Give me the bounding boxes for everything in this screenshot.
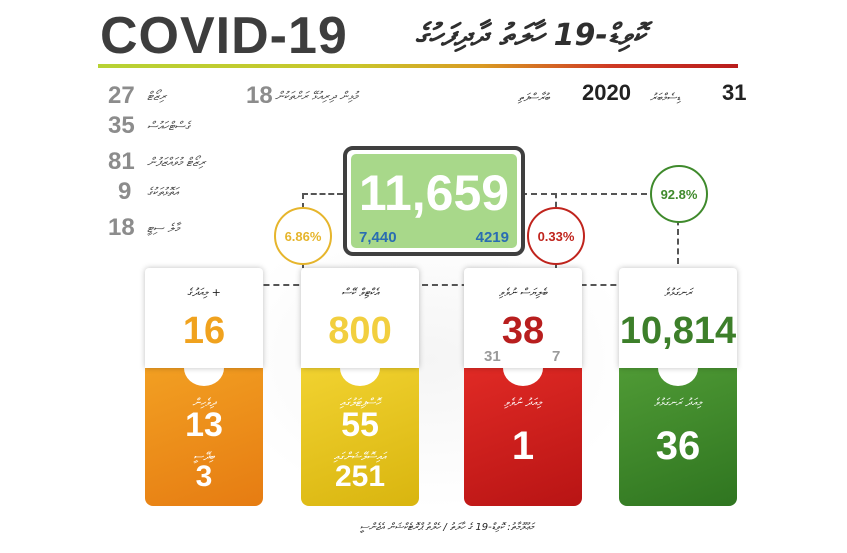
stat-inhabited-islands-label: މުޅިން ދިރިއުޅޭ ރަށްތަކުން — [275, 89, 358, 103]
new-cases-foreign-value: 3 — [195, 460, 213, 493]
card-recovered-bottom: މިއަދު ރަނގަޅުވެ 36 — [619, 350, 737, 506]
card-recovered: މިއަދު ރަނގަޅުވެ 36 ރަނގަޅުވެ 10,814 — [619, 268, 737, 508]
recovery-percentage-badge: 92.8% — [650, 165, 708, 223]
date-day: 31 — [722, 80, 747, 105]
active-cases-value: 800 — [328, 310, 392, 352]
date-weekday: ބުރާސްފަތި — [518, 91, 550, 104]
recovered-today-value: 36 — [655, 424, 701, 468]
new-cases-value: 16 — [182, 310, 226, 352]
stat-inhabited-islands-value: 18 — [246, 82, 273, 109]
deaths-value: 38 — [501, 310, 545, 352]
stat-resort-staff-label: ރިޒޯޓް މުވައްޒަފުން — [147, 155, 206, 169]
card-active-cases: ހޮސްޕިޓަލުގައި 55 އައިސޮލޭޝަންގައި 251 އ… — [301, 268, 419, 508]
connector — [302, 193, 304, 209]
stat-resorts-label: ރިޒޯޓް — [147, 89, 166, 103]
card-new-cases: ދިވެހިން 13 ބިދޭސީ 3 މިއަދުގެ + 16 — [145, 268, 263, 508]
stat-resort-staff-value: 81 — [108, 148, 135, 175]
card-recovered-top: ރަނގަޅުވެ 10,814 — [619, 268, 737, 368]
total-cases-right-value: 4219 — [475, 229, 509, 246]
connector — [555, 193, 557, 207]
deaths-local-value: 31 — [484, 348, 501, 365]
deaths-today-value: 1 — [511, 424, 535, 468]
total-cases-fill: 11,659 7,440 4219 — [351, 154, 517, 248]
source-footer: މަޢުލޫމާތު: ކޮވިޑް-19 ގެ ހާލަތު / ހެލްތު… — [360, 522, 534, 533]
deaths-today-label: މިއަދު ނުވެވި — [504, 396, 542, 409]
recovered-today-label: މިއަދު ރަނގަޅުވެ — [654, 396, 702, 409]
active-cases-label: އެކްޓިވް ކޭސް — [341, 286, 379, 299]
date-year: 2020 — [582, 80, 631, 105]
new-cases-foreign-label: ބިދޭސީ — [193, 450, 215, 463]
active-hospital-label: ހޮސްޕިޓަލުގައި — [339, 396, 381, 409]
active-hospital-value: 55 — [341, 406, 379, 444]
new-cases-label: މިއަދުގެ + — [187, 286, 221, 299]
total-cases-box: 11,659 7,440 4219 — [343, 146, 525, 256]
card-active-cases-bottom: ހޮސްޕިޓަލުގައި 55 އައިސޮލޭޝަންގައި 251 — [301, 350, 419, 506]
card-new-cases-bottom: ދިވެހިން 13 ބިދޭސީ 3 — [145, 350, 263, 506]
page-title-dhivehi: ކޮވިޑް-19 ހާލަތު ދާދިފަހުގެ — [415, 18, 645, 53]
connector — [521, 193, 677, 195]
deaths-foreign-value: 7 — [552, 348, 561, 365]
stat-male-value: 18 — [108, 214, 135, 241]
stat-male-label: މާލެ ސިޓީ — [147, 221, 180, 235]
total-cases-value: 11,659 — [358, 165, 510, 221]
title-underline-bar — [98, 64, 738, 68]
page-title: COVID-19 — [100, 7, 348, 65]
card-deaths-bottom: މިއަދު ނުވެވި 1 — [464, 350, 582, 506]
deaths-label: ބެލިޔަސް ނުވެވި — [498, 286, 548, 299]
connector — [302, 193, 343, 195]
death-percentage-badge: 0.33% — [527, 207, 585, 265]
stat-guesthouses-value: 35 — [108, 112, 135, 139]
card-deaths-top: ބެލިޔަސް ނުވެވި 38 31 7 — [464, 268, 582, 368]
new-cases-local-value: 13 — [185, 406, 223, 444]
new-cases-local-label: ދިވެހިން — [192, 396, 216, 409]
card-deaths: މިއަދު ނުވެވި 1 ބެލިޔަސް ނުވެވި 38 31 7 — [464, 268, 582, 508]
connector — [204, 284, 656, 286]
active-isolation-value: 251 — [334, 460, 386, 493]
active-isolation-label: އައިސޮލޭޝަންގައި — [333, 450, 387, 463]
date-month: ޑިސެމްބަރު — [650, 91, 681, 104]
total-cases-left-value: 7,440 — [359, 229, 397, 246]
card-active-cases-top: އެކްޓިވް ކޭސް 800 — [301, 268, 419, 368]
stat-atolls-label: އަތޮޅުތަކުގެ — [147, 185, 179, 199]
recovered-value: 10,814 — [619, 310, 737, 352]
stat-atolls-value: 9 — [118, 178, 132, 205]
connector — [677, 200, 679, 264]
recovered-label: ރަނގަޅުވެ — [664, 286, 692, 299]
active-percentage-badge: 6.86% — [274, 207, 332, 265]
card-new-cases-top: މިއަދުގެ + 16 — [145, 268, 263, 368]
stat-resorts-value: 27 — [108, 82, 135, 109]
stat-guesthouses-label: ގެސްޓްހައުސް — [147, 119, 190, 133]
